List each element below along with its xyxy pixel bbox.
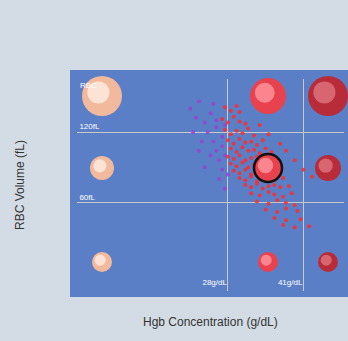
svg-text:41g/dL: 41g/dL bbox=[278, 278, 303, 287]
svg-text:120fL: 120fL bbox=[79, 122, 100, 131]
svg-text:60fL: 60fL bbox=[79, 193, 95, 202]
svg-text:Hgb Concentration (g/dL): Hgb Concentration (g/dL) bbox=[143, 315, 278, 329]
svg-text:RBC: RBC bbox=[80, 81, 97, 90]
svg-text:RBC Volume (fL): RBC Volume (fL) bbox=[13, 140, 27, 230]
svg-text:28g/dL: 28g/dL bbox=[202, 278, 227, 287]
